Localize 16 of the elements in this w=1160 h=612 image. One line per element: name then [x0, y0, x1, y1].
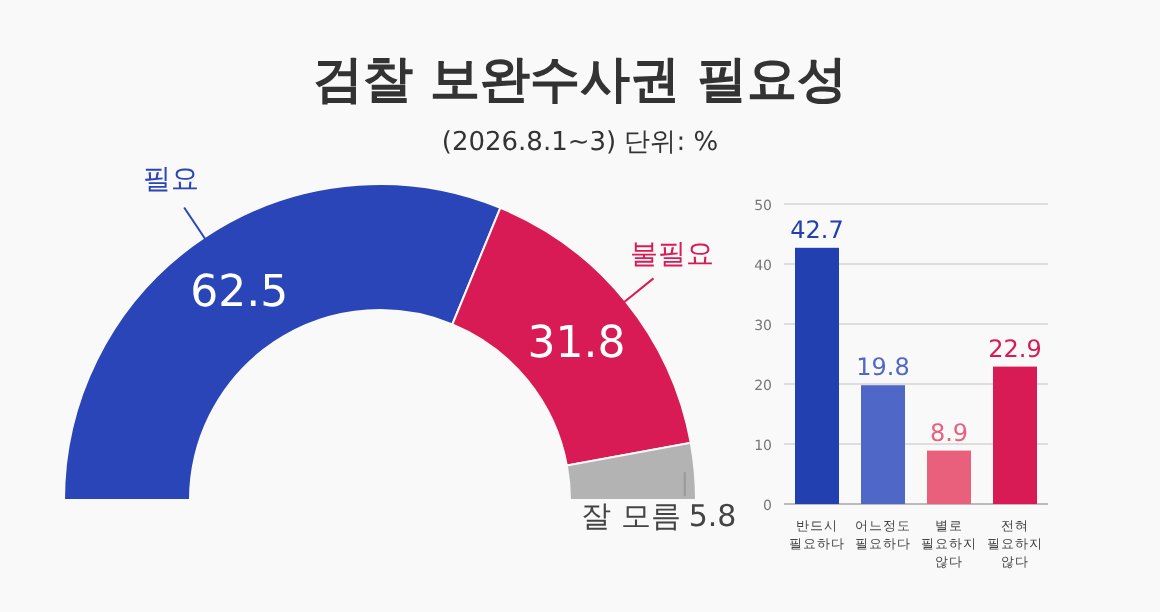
- bar: [861, 385, 905, 504]
- slice-label: 필요: [142, 163, 199, 196]
- bar: [927, 450, 971, 504]
- data-label: 19.8: [856, 353, 910, 382]
- data-label: 42.7: [790, 215, 844, 244]
- data-label: 31.8: [527, 318, 626, 369]
- slice-label: 잘 모름: [581, 498, 681, 535]
- chart-subtitle: (2026.8.1~3) 단위: %: [441, 128, 719, 158]
- data-label: 5.8: [688, 498, 737, 535]
- data-label: 8.9: [929, 418, 969, 447]
- data-label: 62.5: [190, 267, 289, 318]
- chart-title: 검찰 보완수사권 필요성: [312, 50, 848, 108]
- data-label: 22.9: [988, 334, 1042, 363]
- bar: [993, 366, 1037, 504]
- slice-label: 불필요: [630, 239, 715, 272]
- bar: [795, 247, 839, 504]
